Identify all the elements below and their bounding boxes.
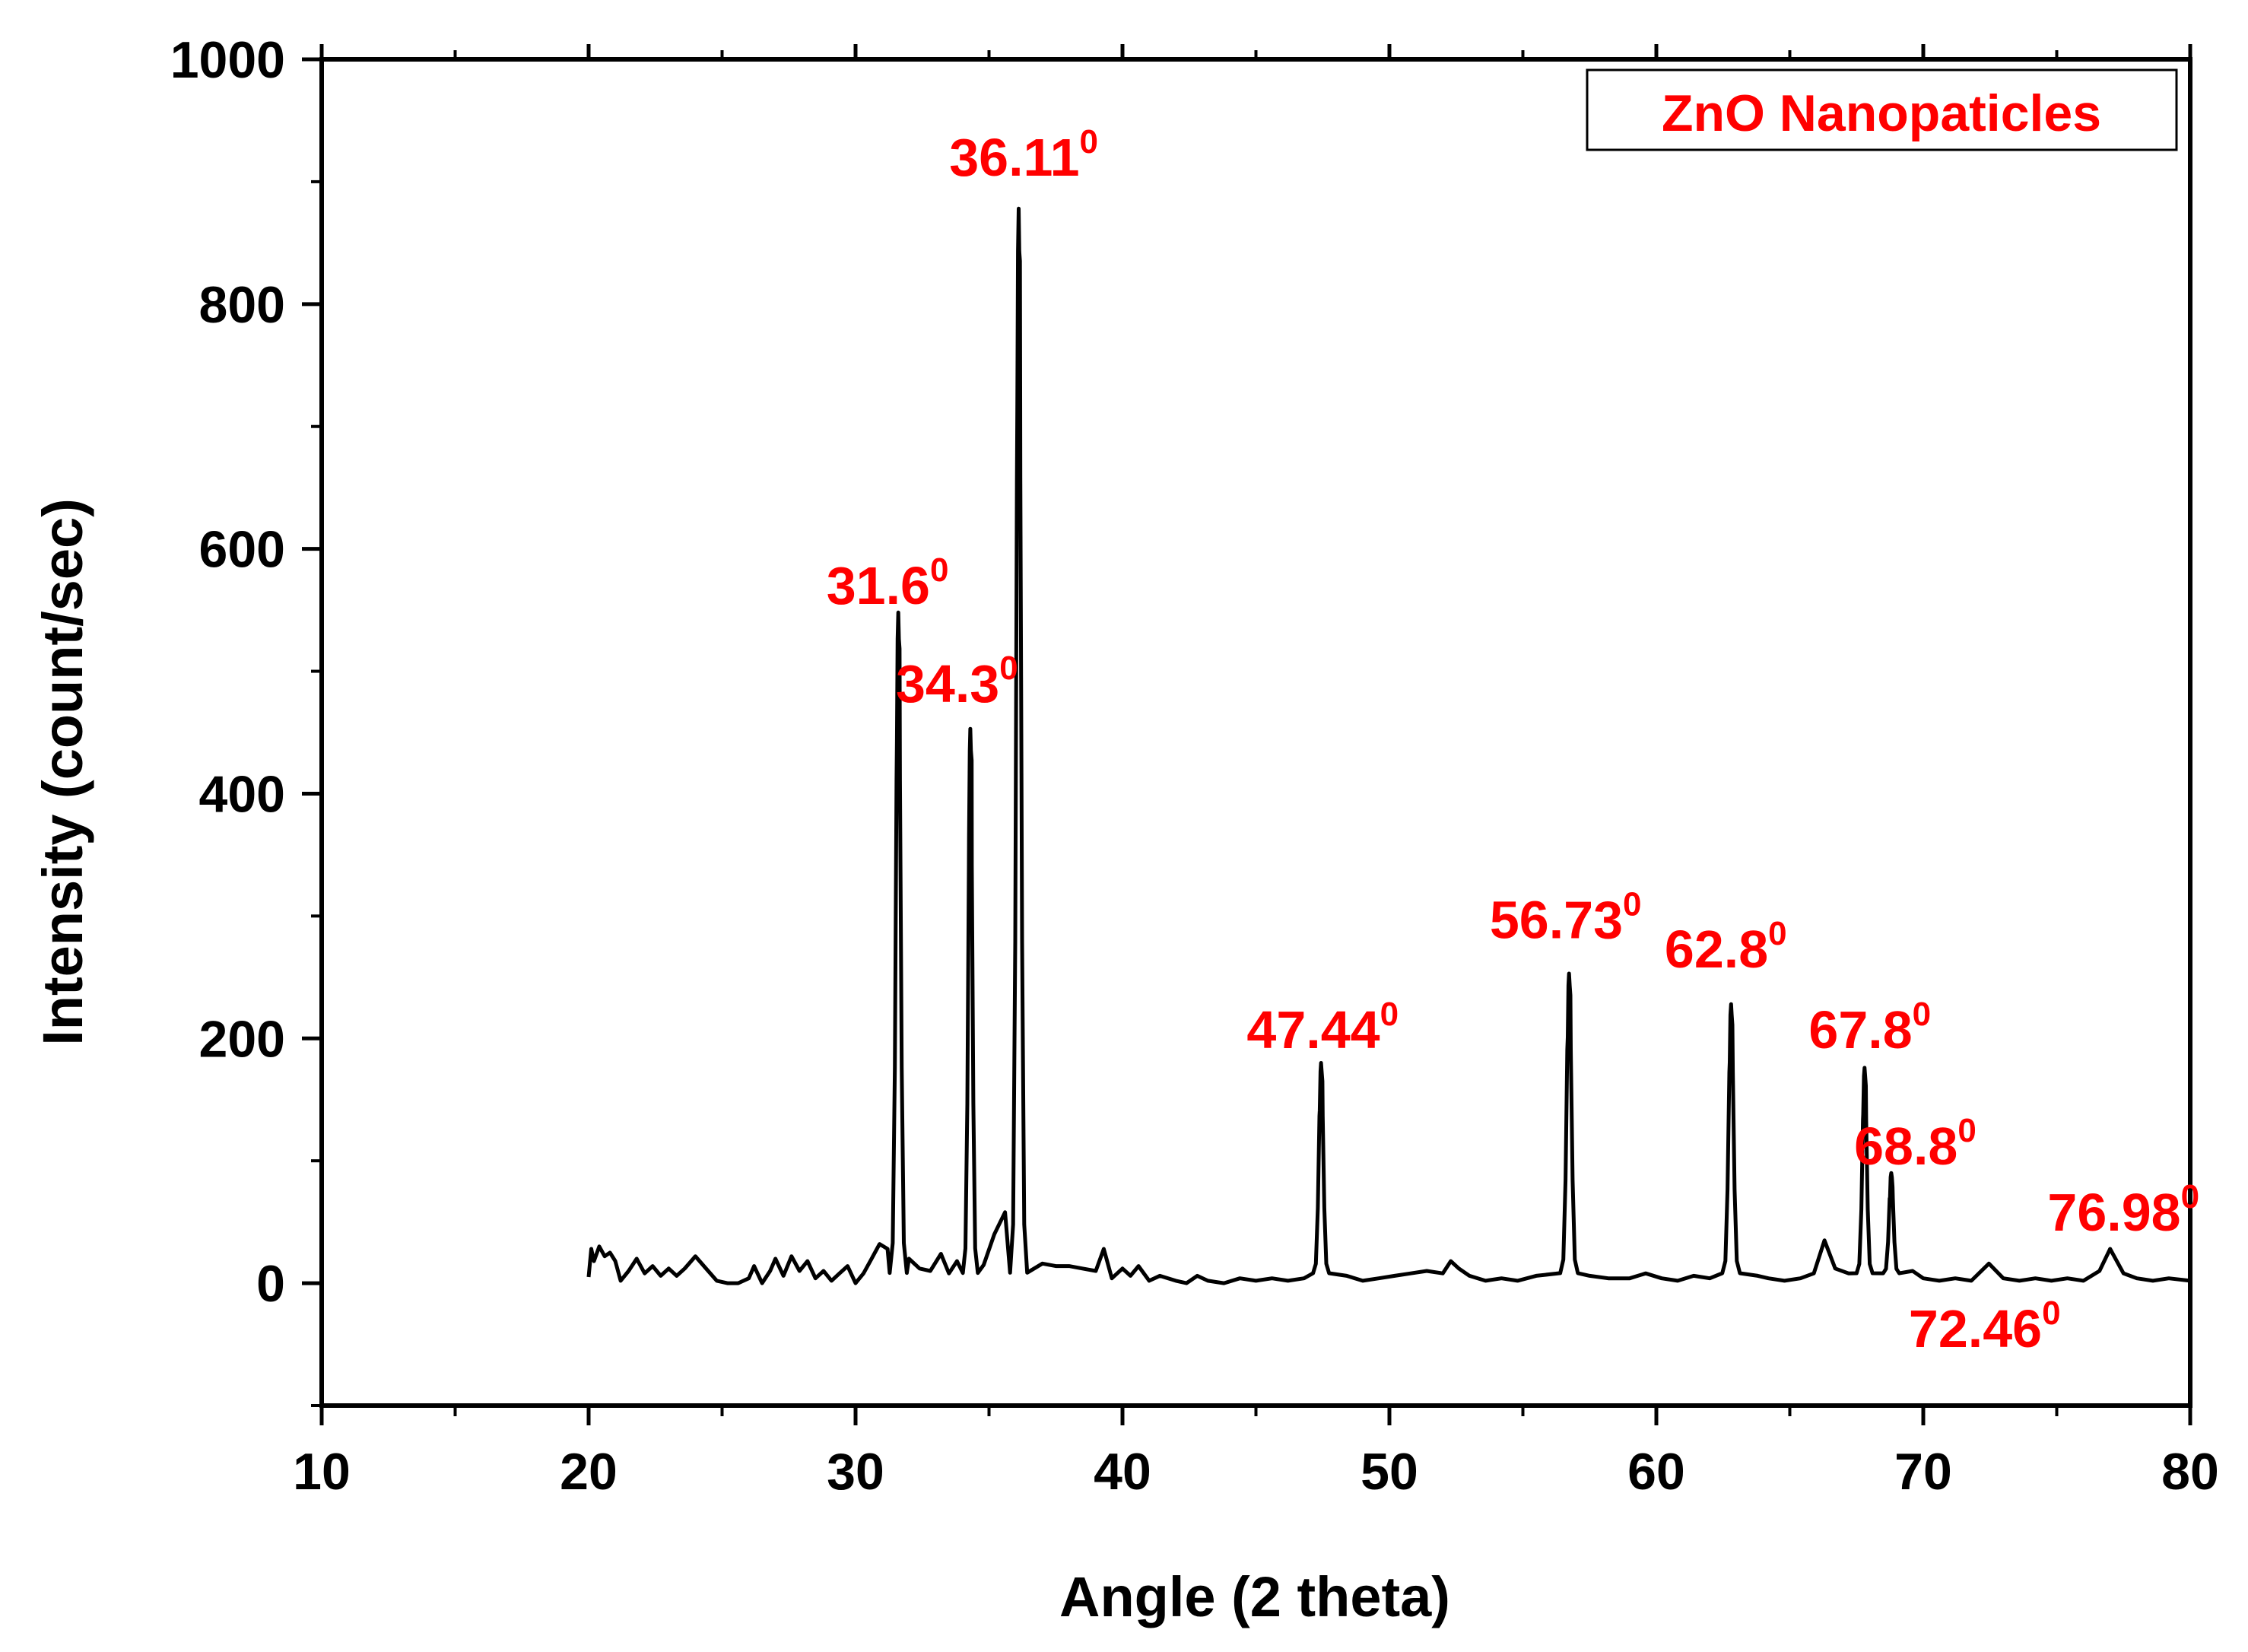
peak-label: 68.80	[1854, 1112, 1977, 1176]
y-tick-label: 1000	[170, 31, 285, 89]
x-axis-title: Angle (2 theta)	[1059, 1565, 1450, 1628]
peak-label-value: 56.73	[1490, 890, 1623, 949]
y-tick-label: 400	[199, 765, 285, 823]
y-tick-label: 0	[256, 1255, 285, 1313]
degree-superscript: 0	[2042, 1295, 2060, 1332]
peak-label: 72.460	[1909, 1295, 2061, 1358]
peak-label: 31.60	[827, 551, 949, 615]
x-tick-label: 20	[560, 1443, 618, 1501]
degree-superscript: 0	[1913, 996, 1931, 1033]
peak-label-value: 36.11	[949, 128, 1079, 187]
peak-label-value: 34.3	[896, 654, 999, 713]
legend-entry: ZnO Nanopaticles	[1662, 84, 2101, 142]
data-line-zno	[586, 206, 2191, 1285]
peak-label-value: 31.6	[827, 556, 930, 615]
legend-box	[1586, 68, 2178, 151]
degree-superscript: 0	[2181, 1178, 2199, 1215]
x-tick-label: 30	[827, 1443, 884, 1501]
x-tick-label: 10	[293, 1443, 351, 1501]
peak-label: 34.30	[896, 650, 1018, 713]
y-tick-label: 600	[199, 521, 285, 579]
x-tick-label: 70	[1894, 1443, 1952, 1501]
peak-label-value: 67.8	[1808, 1000, 1912, 1060]
degree-superscript: 0	[1957, 1112, 1976, 1149]
peak-label: 36.110	[949, 123, 1098, 187]
peak-label-value: 68.8	[1854, 1117, 1957, 1176]
degree-superscript: 0	[1768, 915, 1786, 952]
degree-superscript: 0	[999, 650, 1018, 687]
degree-superscript: 0	[930, 551, 948, 589]
peak-label: 67.80	[1808, 996, 1931, 1060]
degree-superscript: 0	[1623, 885, 1641, 923]
peak-label-value: 72.46	[1909, 1299, 2042, 1358]
peak-label-value: 47.44	[1246, 1000, 1380, 1060]
peak-label: 47.440	[1246, 996, 1399, 1060]
peak-label: 76.980	[2047, 1178, 2199, 1242]
x-tick-label: 50	[1361, 1443, 1418, 1501]
peak-annotations: 36.11031.6034.3047.44056.73062.8067.8068…	[827, 123, 2199, 1358]
plot-frame	[319, 57, 2192, 1408]
peak-label-value: 62.8	[1665, 920, 1768, 979]
y-tick-label: 200	[199, 1010, 285, 1068]
y-tick-label: 800	[199, 276, 285, 334]
peak-label-value: 76.98	[2047, 1183, 2180, 1242]
y-axis-title: Intensity (count/sec)	[31, 498, 94, 1046]
x-tick-label: 80	[2161, 1443, 2219, 1501]
x-tick-label: 60	[1627, 1443, 1685, 1501]
peak-label: 56.730	[1490, 885, 1642, 949]
plot-area	[586, 206, 2191, 1285]
degree-superscript: 0	[1380, 996, 1399, 1033]
legend: ZnO Nanopaticles	[1586, 68, 2178, 151]
degree-superscript: 0	[1080, 123, 1098, 160]
peak-label: 62.80	[1665, 915, 1787, 979]
axes	[319, 57, 2192, 1408]
x-tick-label: 40	[1094, 1443, 1151, 1501]
